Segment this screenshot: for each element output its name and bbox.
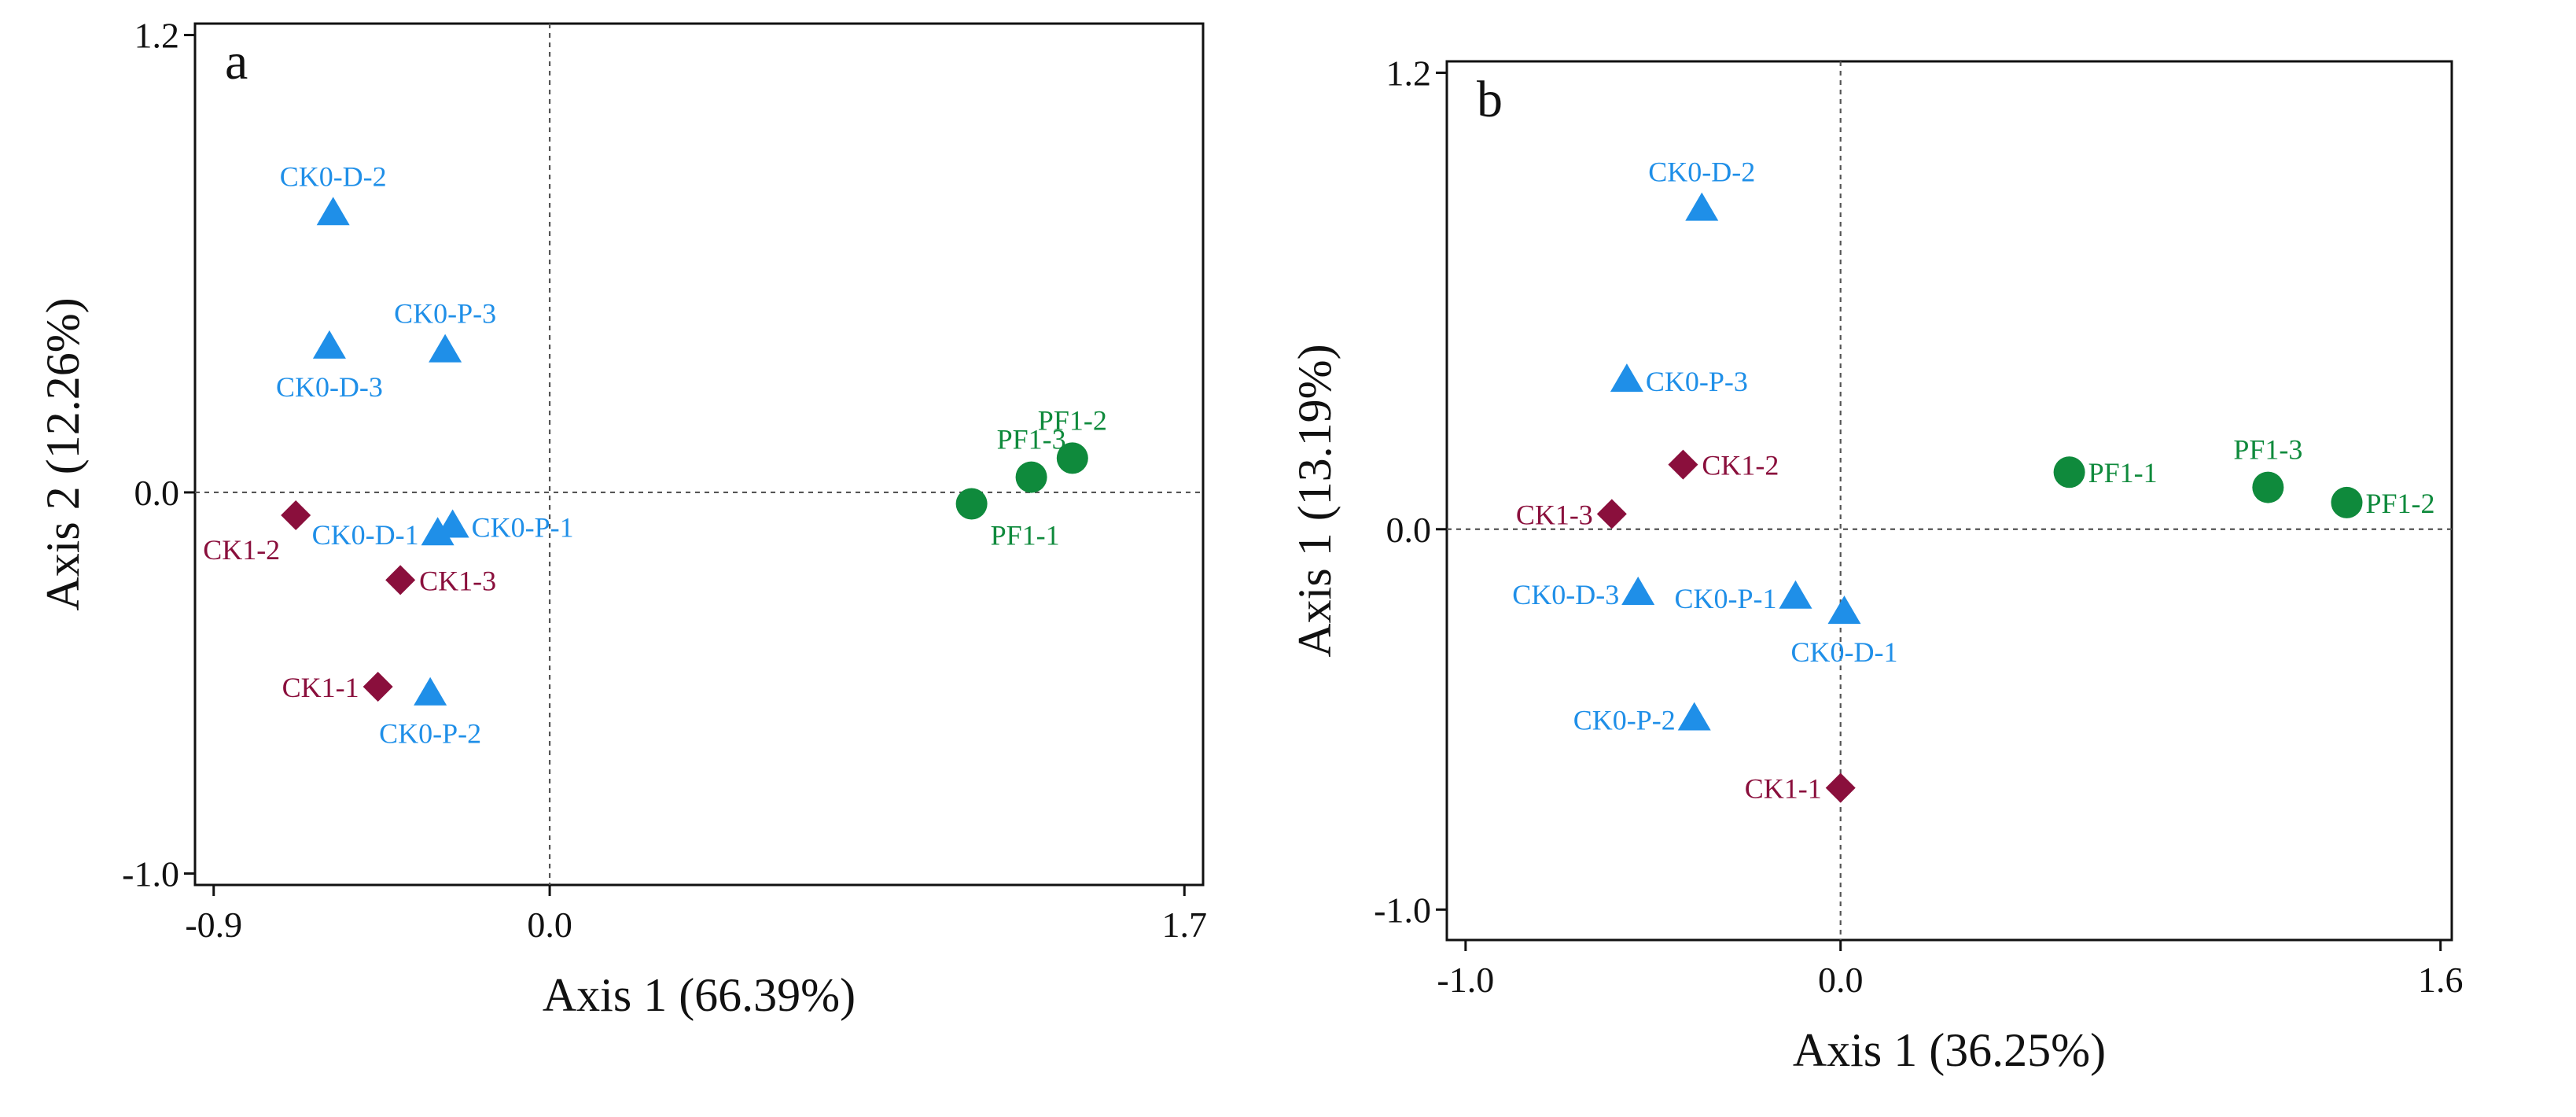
data-point-circle: [2331, 486, 2363, 518]
data-point-label: CK1-3: [1516, 499, 1593, 530]
data-point-label: PF1-3: [997, 424, 1066, 455]
y-tick-label: 1.2: [134, 16, 180, 56]
data-point-circle: [1015, 461, 1047, 493]
data-point-triangle: [1621, 576, 1655, 605]
data-point-label: CK0-P-1: [1674, 583, 1776, 614]
data-point-label: CK0-D-3: [1512, 579, 1619, 610]
data-point-triangle: [1677, 702, 1711, 731]
data-point-label: CK0-D-2: [1648, 157, 1755, 188]
x-axis-title: Axis 1 (36.25%): [1793, 1024, 2106, 1076]
data-point-label: PF1-1: [991, 519, 1060, 551]
data-point-label: PF1-1: [2088, 457, 2158, 488]
data-point-triangle: [429, 334, 462, 363]
data-point-triangle: [436, 509, 469, 538]
data-point-triangle: [1827, 595, 1861, 625]
y-tick-label: -1.0: [1374, 890, 1431, 930]
data-point-circle: [1056, 442, 1088, 474]
y-tick-label: 0.0: [1386, 510, 1432, 550]
data-point-diamond: [385, 565, 416, 595]
data-point-circle: [955, 488, 988, 520]
data-point-triangle: [1779, 580, 1812, 609]
data-point-label: CK0-P-3: [1646, 366, 1748, 397]
y-axis-title: Axis 2 (12.26%): [37, 297, 89, 610]
data-point-triangle: [1610, 363, 1643, 393]
x-tick-label: 0.0: [527, 905, 572, 945]
data-point-label: CK0-D-1: [312, 519, 419, 551]
data-point-label: PF1-3: [2233, 434, 2302, 466]
data-point-triangle: [414, 676, 447, 706]
y-tick-label: 0.0: [134, 473, 180, 513]
x-tick-label: -1.0: [1437, 960, 1494, 1000]
panel-label: a: [225, 33, 248, 90]
data-point-label: CK0-P-1: [472, 512, 574, 544]
data-point-diamond: [1668, 449, 1698, 480]
data-point-circle: [2053, 456, 2085, 488]
plot-frame: [1445, 60, 2453, 942]
data-point-diamond: [281, 500, 311, 531]
data-point-circle: [2252, 471, 2284, 503]
x-tick-label: 1.7: [1162, 905, 1208, 945]
data-point-label: CK0-P-2: [379, 718, 481, 750]
data-point-triangle: [1685, 192, 1719, 221]
data-point-triangle: [312, 330, 346, 359]
data-point-triangle: [316, 197, 350, 226]
data-point-diamond: [1596, 499, 1627, 529]
data-point-label: CK1-1: [282, 672, 359, 703]
y-axis-title: Axis 1 (13.19%): [1289, 344, 1341, 657]
x-axis-title: Axis 1 (66.39%): [543, 969, 856, 1021]
data-point-label: CK1-2: [203, 534, 280, 566]
data-point-diamond: [1825, 772, 1856, 803]
x-tick-label: 0.0: [1818, 960, 1864, 1000]
data-point-label: CK0-D-3: [276, 371, 383, 403]
panel-a: -0.9 0.0 1.7 -1.0 0.0 1.2 a Axis 1 (66.39%) Axis…: [37, 16, 1207, 1021]
plot-frame: [193, 22, 1205, 887]
data-point-label: CK1-1: [1745, 773, 1822, 805]
data-point-label: PF1-2: [1038, 404, 1107, 436]
data-point-label: CK1-2: [1702, 450, 1779, 481]
data-point-label: CK0-P-2: [1573, 705, 1676, 736]
y-tick-label: -1.0: [122, 853, 179, 894]
data-point-label: PF1-2: [2365, 488, 2434, 519]
panel-label: b: [1477, 71, 1503, 128]
data-point-label: CK1-3: [419, 565, 496, 596]
data-point-diamond: [362, 672, 393, 702]
y-tick-label: 1.2: [1386, 53, 1432, 94]
data-point-label: CK0-P-3: [394, 298, 496, 330]
x-tick-label: -0.9: [185, 905, 242, 945]
data-point-triangle: [421, 517, 454, 546]
panel-b: -1.0 0.0 1.6 -1.0 0.0 1.2 b Axis 1 (36.25%) Axis…: [1289, 53, 2463, 1076]
data-point-label: CK0-D-1: [1790, 636, 1897, 668]
x-tick-label: 1.6: [2418, 960, 2464, 1000]
data-point-label: CK0-D-2: [280, 160, 387, 192]
